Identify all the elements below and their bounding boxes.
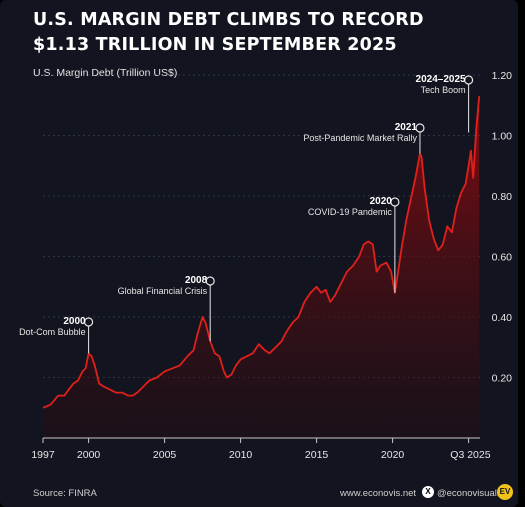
y-tick-label: 0.60 [492, 252, 513, 264]
annotation-marker [390, 197, 400, 207]
annotation-year: 2021 [395, 122, 418, 133]
annotation-label: COVID-19 Pandemic [308, 207, 393, 217]
y-tick-label: 0.20 [492, 373, 513, 385]
title-line-2: $1.13 TRILLION IN SEPTEMBER 2025 [33, 35, 397, 55]
y-tick-label: 1.20 [492, 70, 513, 82]
y-tick-label: 0.40 [492, 312, 513, 324]
y-axis-label: U.S. Margin Debt (Trillion US$) [33, 67, 178, 79]
website-link[interactable]: www.econovis.net [340, 488, 417, 499]
margin-debt-line [42, 96, 481, 409]
annotation-year: 2024–2025 [416, 74, 466, 85]
x-tick-label: 2020 [381, 449, 405, 461]
y-tick-label: 0.80 [492, 191, 513, 203]
area-fill [43, 96, 480, 438]
x-tick-label: 2005 [153, 449, 177, 461]
annotation-label: Post-Pandemic Market Rally [303, 133, 417, 143]
annotation-label: Tech Boom [421, 85, 466, 95]
annotation-label: Dot-Com Bubble [19, 327, 86, 337]
x-tick-label: Q3 2025 [450, 449, 490, 461]
x-tick-label: 2015 [305, 449, 329, 461]
y-tick-labels: 0.20 0.40 0.60 0.80 1.00 1.20 [492, 70, 513, 385]
annotation-label: Global Financial Crisis [118, 286, 208, 296]
annotation-marker [464, 75, 474, 85]
x-tick-label: 2010 [229, 449, 253, 461]
annotation-year: 2008 [185, 275, 208, 286]
x-logo-icon: X [422, 486, 434, 498]
annotation-year: 2020 [370, 196, 393, 207]
annotation-marker [415, 123, 425, 133]
x-tick-label: 1997 [31, 449, 55, 461]
title-line-1: U.S. MARGIN DEBT CLIMBS TO RECORD [33, 10, 424, 30]
social-handle[interactable]: @econovisuals [437, 488, 502, 499]
annotation-marker [83, 317, 94, 327]
x-tick-labels: 1997 2000 2005 2010 2015 2020 Q3 2025 [31, 438, 491, 461]
annotation-year: 2000 [63, 316, 86, 327]
source-note: Source: FINRA [33, 488, 97, 499]
y-tick-label: 1.00 [492, 131, 513, 143]
annotation-marker [205, 276, 215, 286]
econovis-logo: EV [497, 484, 513, 500]
chart-title: U.S. MARGIN DEBT CLIMBS TO RECORD $1.13 … [33, 8, 424, 58]
x-tick-label: 2000 [77, 449, 101, 461]
